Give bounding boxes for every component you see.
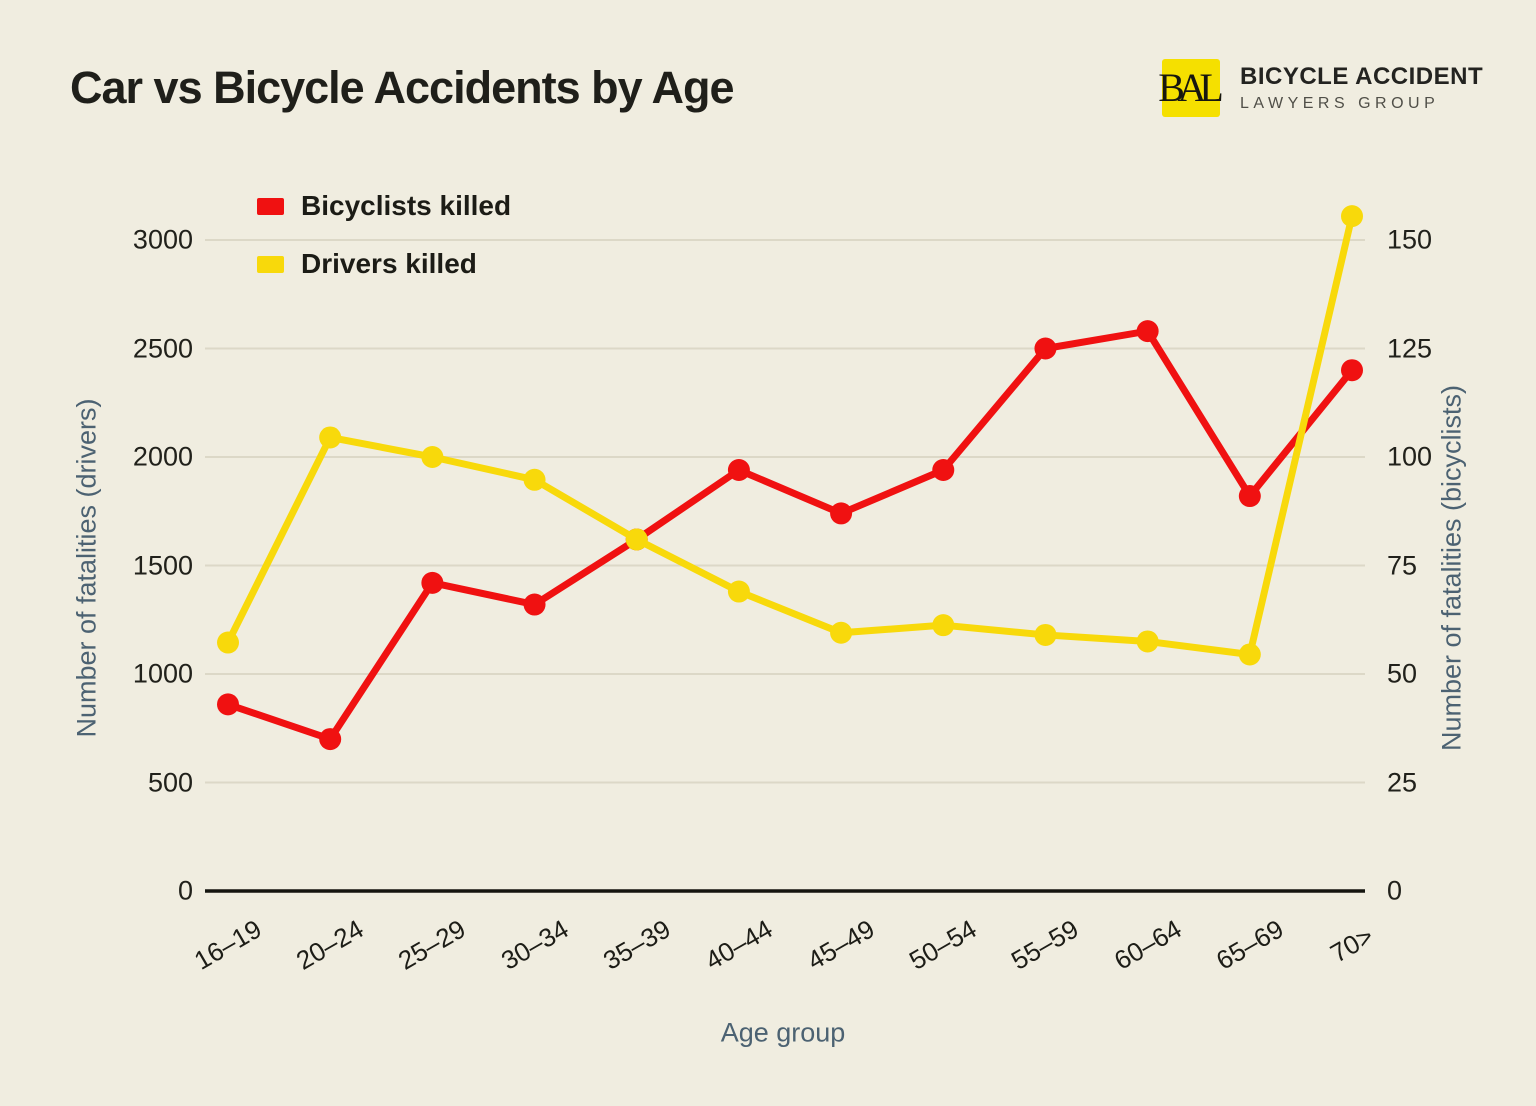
y-axis-tick-right: 75 bbox=[1387, 550, 1418, 580]
y-axis-tick-left: 2500 bbox=[132, 333, 193, 363]
y-axis-tick-right: 150 bbox=[1387, 224, 1433, 255]
logo-line1: BICYCLE ACCIDENT bbox=[1240, 63, 1484, 90]
data-point-drivers-killed bbox=[625, 528, 648, 551]
y-axis-tick-right: 0 bbox=[1387, 875, 1403, 906]
logo-text: BICYCLE ACCIDENT LAWYERS GROUP bbox=[1240, 63, 1483, 113]
data-point-bicyclists-killed bbox=[1238, 485, 1261, 508]
legend-swatch-yellow bbox=[257, 255, 284, 273]
series-line-bicyclists-killed bbox=[224, 327, 1356, 743]
data-point-bicyclists-killed bbox=[1136, 320, 1159, 343]
data-point-bicyclists-killed bbox=[421, 571, 444, 594]
data-point-bicyclists-killed bbox=[830, 502, 853, 525]
data-point-drivers-killed bbox=[1136, 630, 1159, 653]
legend-label: Bicyclists killed bbox=[301, 190, 512, 221]
data-point-drivers-killed bbox=[830, 621, 853, 644]
y-axis-tick-left: 2000 bbox=[132, 441, 193, 472]
data-point-drivers-killed bbox=[727, 580, 750, 603]
data-point-drivers-killed bbox=[217, 631, 239, 654]
legend-item-drivers: Drivers killed bbox=[257, 248, 511, 280]
data-point-bicyclists-killed bbox=[217, 693, 239, 716]
data-point-bicyclists-killed bbox=[1034, 337, 1057, 360]
data-point-bicyclists-killed bbox=[932, 459, 955, 482]
data-point-drivers-killed bbox=[319, 426, 342, 449]
y-axis-title-right: Number of fatalities (bicyclists) bbox=[1436, 384, 1467, 752]
y-axis-tick-left: 3000 bbox=[132, 224, 193, 255]
y-axis-tick-left: 500 bbox=[147, 767, 193, 797]
x-axis-title: Age group bbox=[720, 1017, 846, 1048]
y-axis-tick-right: 25 bbox=[1387, 767, 1418, 797]
data-point-bicyclists-killed bbox=[523, 593, 546, 616]
y-axis-tick-right: 100 bbox=[1387, 441, 1433, 472]
legend-item-bicyclists: Bicyclists killed bbox=[257, 190, 511, 222]
data-point-drivers-killed bbox=[1341, 205, 1363, 228]
logo-monogram-box: BAL bbox=[1158, 59, 1224, 117]
y-axis-tick-left: 0 bbox=[177, 875, 193, 906]
data-point-bicyclists-killed bbox=[727, 459, 750, 482]
y-axis-title-left: Number of fatalities (drivers) bbox=[71, 398, 102, 738]
y-axis-tick-right: 125 bbox=[1387, 333, 1433, 363]
legend-label: Drivers killed bbox=[301, 248, 477, 279]
page-title: Car vs Bicycle Accidents by Age bbox=[70, 62, 734, 113]
legend-swatch-red bbox=[257, 197, 284, 215]
y-axis-tick-left: 1000 bbox=[132, 658, 193, 689]
series-line-drivers-killed bbox=[224, 212, 1356, 658]
y-axis-tick-right: 50 bbox=[1387, 658, 1418, 689]
brand-logo: BAL BICYCLE ACCIDENT LAWYERS GROUP bbox=[1158, 59, 1483, 117]
data-point-drivers-killed bbox=[1238, 643, 1261, 666]
y-axis-tick-left: 1500 bbox=[132, 550, 193, 580]
data-point-bicyclists-killed bbox=[319, 728, 342, 751]
data-point-drivers-killed bbox=[932, 614, 955, 637]
logo-monogram: BAL bbox=[1158, 65, 1224, 110]
data-point-drivers-killed bbox=[421, 446, 444, 468]
data-point-drivers-killed bbox=[523, 468, 546, 491]
data-point-drivers-killed bbox=[1034, 623, 1057, 646]
chart-legend: Bicyclists killed Drivers killed bbox=[257, 190, 511, 306]
data-point-bicyclists-killed bbox=[1341, 359, 1363, 382]
logo-line2: LAWYERS GROUP bbox=[1240, 95, 1440, 112]
